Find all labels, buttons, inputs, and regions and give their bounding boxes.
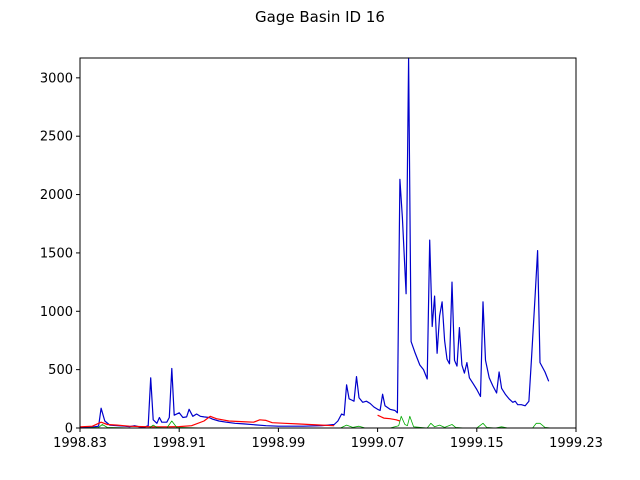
y-tick-label: 500 [48, 363, 73, 378]
y-tick-label: 1000 [40, 305, 73, 320]
y-tick-label: 0 [65, 422, 73, 437]
series-line-0 [79, 57, 550, 428]
x-tick-label: 1998.83 [53, 436, 107, 451]
x-tick-label: 1998.99 [252, 436, 306, 451]
y-tick-label: 2000 [40, 188, 73, 203]
chart-title: Gage Basin ID 16 [255, 8, 385, 26]
y-axis: 0 500 1000 1500 2000 2500 3000 [40, 71, 80, 437]
plot-frame [79, 57, 577, 429]
x-tick-label: 1999.23 [549, 436, 603, 451]
x-tick-label: 1999.15 [450, 436, 504, 451]
y-tick-label: 3000 [40, 71, 73, 86]
series-line-2 [377, 414, 401, 422]
plot-lines [79, 57, 552, 429]
y-tick-label: 2500 [40, 130, 73, 145]
series-line-1 [79, 415, 335, 428]
y-tick-label: 1500 [40, 246, 73, 261]
x-axis: 1998.83 1998.91 1998.99 1999.07 1999.15 1999.… [53, 428, 603, 451]
x-tick-label: 1999.07 [351, 436, 405, 451]
x-tick-label: 1998.91 [152, 436, 206, 451]
